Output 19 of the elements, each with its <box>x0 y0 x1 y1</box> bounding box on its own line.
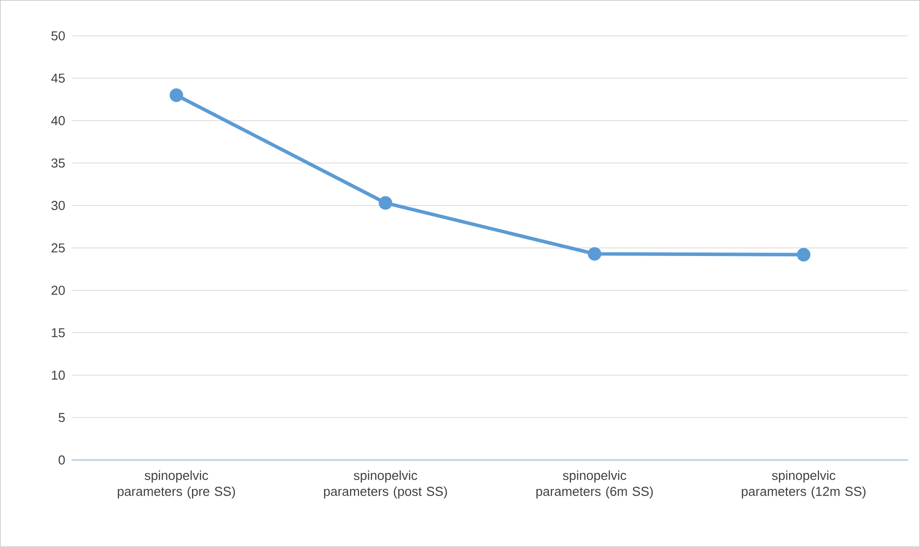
y-tick-label: 25 <box>52 243 65 253</box>
point <box>378 196 392 210</box>
y-tick-label: 15 <box>52 328 65 338</box>
y-tick-label: 40 <box>51 116 65 126</box>
y-tick-label: 10 <box>52 370 65 380</box>
point <box>796 248 810 262</box>
x-tick-label: spinopelvic parameters (pre SS) <box>118 470 235 499</box>
y-tick-label: 5 <box>58 413 65 422</box>
y-tick-label: 30 <box>51 200 65 210</box>
y-tick-label: 35 <box>51 158 65 168</box>
x-tick-label: spinopelvic parameters (post SS) <box>324 470 447 499</box>
y-tick-label: 20 <box>52 286 65 295</box>
point <box>170 88 184 102</box>
y-tick-label: 45 <box>51 74 65 83</box>
y-tick-label: 50 <box>51 31 65 40</box>
y-tick-label: 0 <box>58 455 65 465</box>
point <box>588 247 602 261</box>
x-tick-label: spinopelvic parameters (12m SS) <box>742 470 866 499</box>
x-tick-label: spinopelvic parameters (6m SS) <box>536 470 653 499</box>
